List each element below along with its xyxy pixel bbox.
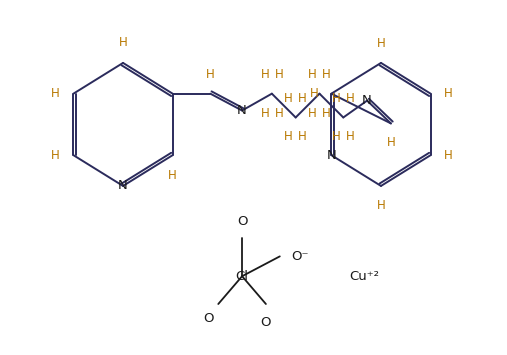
Text: H: H <box>284 130 293 143</box>
Text: H: H <box>346 92 354 105</box>
Text: H: H <box>310 87 318 100</box>
Text: H: H <box>168 169 177 182</box>
Text: H: H <box>298 130 307 143</box>
Text: N: N <box>327 149 336 162</box>
Text: H: H <box>322 106 331 120</box>
Text: H: H <box>386 136 395 149</box>
Text: H: H <box>322 68 331 81</box>
Text: N: N <box>118 179 128 192</box>
Text: O: O <box>237 215 247 228</box>
Text: H: H <box>346 130 354 143</box>
Text: H: H <box>332 92 341 105</box>
Text: H: H <box>308 68 317 81</box>
Text: H: H <box>206 68 215 81</box>
Text: Cl: Cl <box>236 270 248 283</box>
Text: H: H <box>274 106 283 120</box>
Text: H: H <box>444 149 452 162</box>
Text: H: H <box>308 106 317 120</box>
Text: H: H <box>444 87 452 100</box>
Text: N: N <box>237 104 247 117</box>
Text: H: H <box>119 36 127 49</box>
Text: O: O <box>261 316 271 329</box>
Text: H: H <box>51 87 59 100</box>
Text: N: N <box>362 94 372 107</box>
Text: H: H <box>261 106 269 120</box>
Text: H: H <box>377 199 385 212</box>
Text: H: H <box>284 92 293 105</box>
Text: H: H <box>377 37 385 50</box>
Text: H: H <box>51 149 59 162</box>
Text: H: H <box>298 92 307 105</box>
Text: O⁻: O⁻ <box>292 250 309 263</box>
Text: H: H <box>274 68 283 81</box>
Text: H: H <box>261 68 269 81</box>
Text: H: H <box>332 130 341 143</box>
Text: O: O <box>203 312 213 325</box>
Text: Cu⁺²: Cu⁺² <box>349 270 379 283</box>
